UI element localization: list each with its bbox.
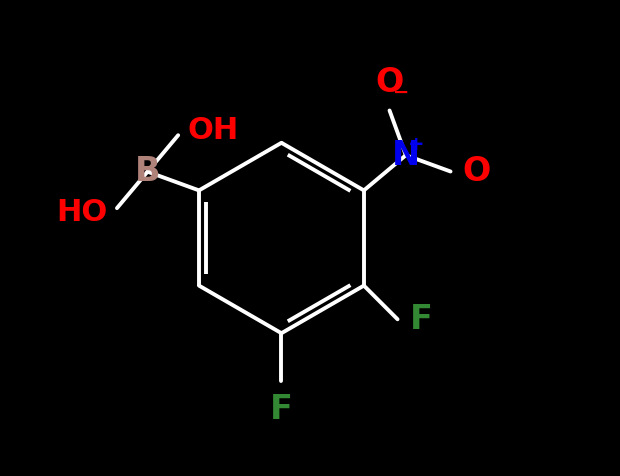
- Text: HO: HO: [56, 198, 107, 228]
- Text: −: −: [393, 83, 410, 102]
- Text: O: O: [376, 66, 404, 99]
- Text: B: B: [135, 155, 161, 188]
- Text: +: +: [408, 135, 425, 154]
- Text: N: N: [392, 139, 420, 172]
- Text: O: O: [463, 155, 490, 188]
- Text: F: F: [270, 393, 293, 426]
- Text: OH: OH: [188, 116, 239, 145]
- Text: F: F: [409, 303, 432, 336]
